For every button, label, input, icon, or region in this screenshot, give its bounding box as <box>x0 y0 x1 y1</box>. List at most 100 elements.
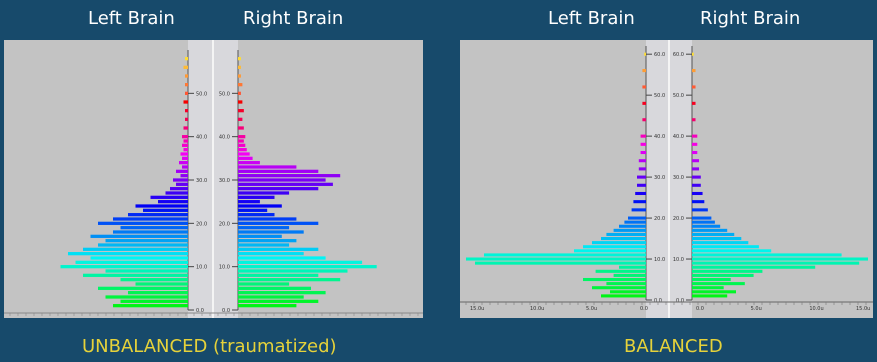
left-brain-bar <box>179 161 188 165</box>
right-brain-bar <box>238 143 246 147</box>
left-brain-bar <box>128 291 188 295</box>
left-brain-bar <box>143 208 188 212</box>
right-brain-bar <box>238 117 243 121</box>
left-brain-bar <box>105 269 188 273</box>
left-brain-bar <box>83 247 188 251</box>
left-brain-bar <box>158 200 188 204</box>
right-brain-bar <box>238 239 297 243</box>
right-brain-bar <box>238 135 246 139</box>
left-brain-bar <box>628 216 646 220</box>
right-brain-bar <box>692 220 715 224</box>
right-brain-bar <box>692 101 696 105</box>
right-brain-bar <box>692 175 701 179</box>
x-tick-label: 5.0u <box>586 306 597 312</box>
left-brain-bar <box>83 273 188 277</box>
right-brain-bar <box>692 183 701 187</box>
right-brain-bar <box>692 159 700 163</box>
left-brain-bar <box>176 169 188 173</box>
right-brain-heading: Right Brain <box>243 8 344 29</box>
right-brain-bar <box>238 282 290 286</box>
y-tick-label: 0.0 <box>654 298 662 304</box>
left-brain-bar <box>574 249 646 253</box>
right-brain-bar <box>238 226 290 230</box>
left-brain-bar <box>120 299 188 303</box>
right-brain-bar <box>692 142 698 146</box>
y-tick-label: 10.0 <box>219 265 230 271</box>
right-brain-bar <box>238 161 260 165</box>
left-brain-bar <box>105 239 188 243</box>
y-tick-label: 40.0 <box>196 135 207 141</box>
y-tick-label: 40.0 <box>654 134 665 140</box>
right-brain-bar <box>692 257 868 261</box>
right-brain-bar <box>238 295 304 299</box>
left-brain-bar <box>90 234 188 238</box>
right-brain-bar <box>692 249 772 253</box>
right-brain-bar <box>238 126 244 130</box>
left-brain-bar <box>606 232 646 236</box>
chart-balanced: 0.0 0.0 10.0 10.0 20.0 20.0 30.0 30.0 40.0 40.0 50… <box>460 40 873 318</box>
right-brain-bar <box>238 156 253 160</box>
left-brain-bar <box>183 139 188 143</box>
left-brain-bar <box>185 57 188 61</box>
right-brain-bar <box>692 232 735 236</box>
left-brain-bar <box>595 269 646 273</box>
left-brain-bar <box>183 126 188 130</box>
chart-unbalanced: 0.0 0.0 10.0 10.0 20.0 20.0 30.0 30.0 40.0 40.0 50… <box>4 40 423 318</box>
y-tick-label: 10.0 <box>673 257 684 263</box>
left-brain-bar <box>642 101 646 105</box>
right-brain-bar <box>238 148 247 152</box>
right-brain-bar <box>238 265 377 269</box>
y-tick-label: 10.0 <box>196 265 207 271</box>
left-brain-bar <box>624 220 646 224</box>
x-tick-label: 5.0u <box>751 306 762 312</box>
left-brain-bar <box>170 187 188 191</box>
left-brain-bar <box>592 241 646 245</box>
right-brain-bar <box>692 224 721 228</box>
right-brain-bar <box>238 182 333 186</box>
left-brain-bar <box>640 150 646 155</box>
right-brain-bar <box>692 261 860 265</box>
left-brain-bar <box>637 175 646 179</box>
left-brain-bar <box>466 257 646 261</box>
right-brain-bar <box>692 134 698 138</box>
left-brain-bar <box>180 174 188 178</box>
caption-unbalanced: UNBALANCED (traumatized) <box>82 336 337 357</box>
y-tick-label: 30.0 <box>196 178 207 184</box>
right-brain-bar <box>238 191 290 195</box>
right-brain-bar <box>238 83 243 87</box>
left-brain-bar <box>613 273 646 277</box>
right-brain-bar <box>692 294 728 298</box>
left-brain-bar <box>75 260 188 264</box>
right-brain-bar <box>692 216 712 220</box>
left-brain-heading: Left Brain <box>548 8 635 29</box>
right-brain-bar <box>238 139 244 143</box>
left-brain-bar <box>185 117 188 121</box>
y-tick-label: 60.0 <box>654 52 665 58</box>
left-brain-bar <box>128 213 188 217</box>
left-brain-bar <box>185 109 188 113</box>
right-brain-bar <box>692 245 759 249</box>
right-brain-bar <box>692 253 842 257</box>
right-brain-bar <box>238 247 319 251</box>
x-tick-label: 0.0 <box>640 306 648 312</box>
x-tick-label: 0.0 <box>696 306 704 312</box>
right-brain-bar <box>238 243 290 247</box>
y-tick-label: 0.0 <box>196 308 204 314</box>
chart-balanced-svg: 0.0 0.0 10.0 10.0 20.0 20.0 30.0 30.0 40.0 40.0 50… <box>460 40 873 318</box>
chart-unbalanced-svg: 0.0 0.0 10.0 10.0 20.0 20.0 30.0 30.0 40.0 40.0 50… <box>4 40 423 318</box>
x-tick-label: 15.0u <box>470 306 484 312</box>
y-tick-label: 30.0 <box>654 175 665 181</box>
left-brain-bar <box>60 265 188 269</box>
right-brain-bar <box>692 237 742 241</box>
left-brain-heading: Left Brain <box>88 8 175 29</box>
y-tick-label: 20.0 <box>219 221 230 227</box>
x-tick-label: 15.0u <box>856 306 870 312</box>
y-tick-label: 0.0 <box>676 298 684 304</box>
right-brain-bar <box>238 178 326 182</box>
left-brain-bar <box>592 286 646 290</box>
right-brain-bar <box>692 228 728 232</box>
right-brain-bar <box>692 273 754 277</box>
right-brain-bar <box>238 204 282 208</box>
left-brain-bar <box>635 191 646 196</box>
left-brain-bar <box>183 100 188 104</box>
